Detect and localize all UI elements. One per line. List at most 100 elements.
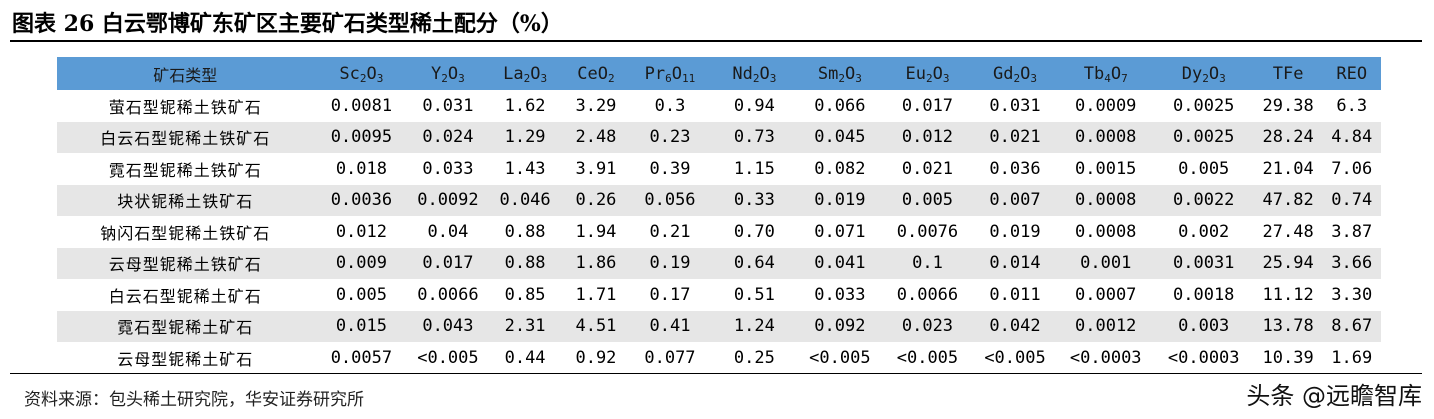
- table-row: 云母型铌稀土矿石 0.0057 <0.005 0.44 0.92 0.077 0.25 <0.…: [57, 342, 1381, 374]
- header-text: Gd: [993, 63, 1014, 84]
- ore-type-cell: 钠闪石型铌稀土铁矿石: [100, 223, 271, 243]
- value-cell: 0.74: [1322, 184, 1381, 216]
- value-cell: 0.0081: [330, 95, 393, 116]
- value-cell: 4.51: [563, 310, 629, 342]
- value-cell: 47.82: [1253, 184, 1323, 216]
- column-header: Eu2O3: [882, 57, 973, 90]
- value-cell: 0.0008: [1057, 184, 1154, 216]
- header-text: O: [366, 63, 377, 84]
- value-cell: 0.73: [711, 121, 798, 153]
- header-subscript: 6: [665, 71, 672, 85]
- header-text: Pr: [644, 63, 666, 84]
- value-cell: 0.88: [504, 221, 546, 242]
- value-cell: 0.0095: [313, 121, 410, 153]
- value-cell: 27.48: [1262, 221, 1314, 242]
- value-cell: 0.033: [422, 158, 474, 179]
- column-header: Dy2O3: [1153, 57, 1254, 90]
- value-cell: 0.007: [972, 184, 1058, 216]
- header-text: REO: [1336, 63, 1368, 84]
- value-cell: 3.29: [575, 95, 617, 116]
- value-cell: <0.005: [896, 347, 959, 368]
- value-cell: 0.066: [814, 95, 866, 116]
- value-cell: <0.005: [984, 347, 1046, 368]
- column-header: Gd2O3: [972, 57, 1058, 90]
- value-cell: 0.005: [1178, 158, 1230, 179]
- value-cell: <0.0003: [1167, 347, 1240, 368]
- ore-type-cell: 萤石型铌稀土铁矿石: [108, 97, 262, 117]
- source-note: 资料来源：包头稀土研究院，华安证券研究所: [24, 390, 364, 410]
- value-cell: 0.3: [654, 95, 686, 116]
- table-row: 云母型铌稀土铁矿石 0.009 0.017 0.88 1.86 0.19 0.64 0.041…: [57, 247, 1381, 279]
- header-text: O: [759, 63, 770, 84]
- header-subscript: 2: [1013, 71, 1021, 85]
- header-text: Dy: [1181, 63, 1203, 84]
- value-cell: 0.021: [901, 158, 954, 179]
- value-cell: 0.39: [649, 158, 691, 179]
- value-cell: 0.1: [882, 247, 973, 279]
- value-cell: 0.012: [882, 121, 973, 153]
- value-cell: 7.06: [1331, 158, 1373, 179]
- header-subscript: 3: [769, 71, 777, 85]
- column-header: Y2O3: [409, 57, 487, 90]
- column-header: Tb4O7: [1057, 57, 1154, 90]
- value-cell: 0.0057: [330, 347, 393, 368]
- value-cell: 0.056: [628, 184, 712, 216]
- header-text: O: [1110, 63, 1122, 84]
- value-cell: 0.41: [628, 310, 712, 342]
- value-cell: <0.0003: [1069, 347, 1142, 368]
- value-cell: 1.43: [504, 158, 546, 179]
- value-cell: 1.71: [575, 284, 617, 305]
- header-text: Tb: [1083, 63, 1105, 84]
- value-cell: 0.014: [972, 247, 1058, 279]
- header-subscript: 2: [523, 71, 531, 85]
- value-cell: 0.019: [797, 184, 883, 216]
- header-subscript: 2: [359, 71, 367, 85]
- header-text: La: [503, 63, 524, 84]
- column-header: CeO2: [563, 57, 629, 90]
- value-cell: 0.0031: [1153, 247, 1254, 279]
- header-subscript: 3: [1219, 71, 1226, 85]
- title-divider: [10, 40, 1422, 42]
- value-cell: 0.0022: [1153, 184, 1254, 216]
- value-cell: 0.041: [797, 247, 883, 279]
- value-cell: 0.031: [422, 95, 474, 116]
- value-cell: <0.005: [417, 347, 479, 368]
- value-cell: 0.04: [427, 221, 469, 242]
- table-row: 白云石型铌稀土铁矿石 0.0095 0.024 1.29 2.48 0.23 0.73 0.0…: [57, 121, 1381, 153]
- header-subscript: 2: [441, 71, 448, 85]
- header-subscript: 2: [838, 71, 845, 85]
- value-cell: 0.0092: [409, 184, 487, 216]
- value-cell: 11.12: [1262, 284, 1314, 305]
- value-cell: 0.70: [733, 221, 775, 242]
- value-cell: 1.24: [711, 310, 798, 342]
- value-cell: <0.005: [809, 347, 871, 368]
- header-subscript: 3: [942, 71, 950, 85]
- ore-type-cell: 白云石型铌稀土矿石: [108, 286, 262, 306]
- column-header-ore-type: 矿石类型: [57, 57, 314, 90]
- value-cell: 3.87: [1331, 221, 1373, 242]
- value-cell: 28.24: [1253, 121, 1323, 153]
- value-cell: 0.33: [711, 184, 798, 216]
- value-cell: 0.88: [486, 247, 564, 279]
- value-cell: 1.29: [486, 121, 564, 153]
- header-text: Eu: [905, 63, 926, 84]
- value-cell: 0.077: [644, 347, 696, 368]
- header-text: Sm: [817, 63, 839, 84]
- value-cell: 0.019: [989, 221, 1041, 242]
- value-cell: 0.012: [335, 221, 387, 242]
- value-cell: 0.0007: [1075, 284, 1137, 305]
- value-cell: 29.38: [1262, 95, 1314, 116]
- header-text: O: [932, 63, 943, 84]
- table-header-row: 矿石类型 Sc2O3 Y2O3 La2O3 CeO2 Pr6O11 Nd2O3 Sm2O3 Eu…: [57, 57, 1381, 90]
- value-cell: 0.045: [797, 121, 883, 153]
- value-cell: 0.021: [972, 121, 1058, 153]
- value-cell: 0.005: [882, 184, 973, 216]
- value-cell: 1.69: [1331, 347, 1373, 368]
- value-cell: 25.94: [1253, 247, 1323, 279]
- table-row: 霓石型铌稀土铁矿石 0.018 0.033 1.43 3.91 0.39 1.15 0.082…: [57, 153, 1381, 185]
- value-cell: 4.84: [1322, 121, 1381, 153]
- value-cell: 0.071: [814, 221, 866, 242]
- value-cell: 0.64: [711, 247, 798, 279]
- figure-title: 图表 26 白云鄂博矿东矿区主要矿石类型稀土配分（%）: [12, 11, 563, 37]
- value-cell: 0.082: [814, 158, 866, 179]
